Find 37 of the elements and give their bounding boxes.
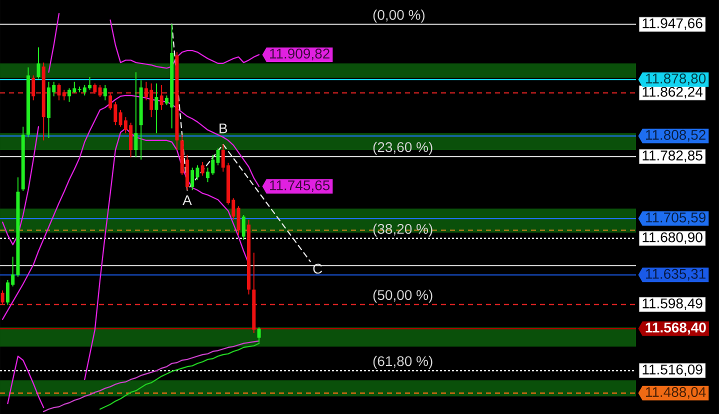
y-tick-label: 11.862,24 [642, 86, 703, 98]
annotation: (50,00 %) [373, 290, 432, 303]
candlestick [32, 74, 36, 101]
data-label: A [182, 195, 192, 205]
candlestick [242, 214, 246, 240]
candlestick [257, 326, 261, 344]
data-label: 11.909,82 [270, 48, 330, 60]
candlestick [93, 82, 97, 94]
annotation: (0,00 %) [373, 10, 425, 23]
annotation: (61,80 %) [373, 356, 432, 369]
candlestick [154, 82, 158, 134]
candlestick [103, 84, 107, 101]
candlestick [98, 84, 102, 98]
ref-line-label: 11.878,80 [646, 74, 706, 86]
annotation: (38,20 %) [373, 224, 432, 237]
data-label: B [220, 124, 228, 134]
ref-line-label: 11.568,40 [646, 322, 706, 335]
y-tick-label: 11.680,90 [642, 232, 702, 244]
y-tick-label: 11.598,49 [642, 298, 702, 310]
candlestick [160, 84, 164, 110]
ref-line-label: 11.488,04 [646, 387, 706, 399]
data-label: 11.745,65 [270, 180, 330, 192]
candlestick [62, 89, 66, 101]
data-label: C [313, 264, 322, 274]
ref-line-label: 11.635,31 [646, 268, 706, 280]
candlestick [236, 206, 240, 236]
ref-line-label: 11.808,52 [646, 130, 706, 142]
line-series [99, 342, 260, 410]
ref-line-label: 11.705,59 [646, 212, 706, 224]
annotation: (23,60 %) [373, 142, 432, 155]
candlestick [134, 72, 138, 158]
y-tick-label: 11.782,85 [642, 150, 702, 162]
candlestick [0, 290, 4, 306]
y-tick-label: 11.947,66 [642, 18, 702, 30]
candlestick [200, 162, 204, 176]
candlestick [36, 46, 40, 80]
y-tick-label: 11.516,09 [642, 364, 702, 376]
